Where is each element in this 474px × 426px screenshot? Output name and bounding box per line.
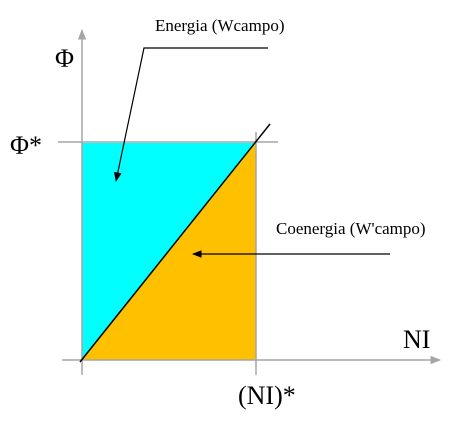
coenergy-label: Coenergia (W'campo)	[276, 219, 426, 238]
energy-label: Energia (Wcampo)	[155, 16, 284, 35]
x-axis-label: NI	[403, 325, 430, 354]
energy-pointer-arrow	[114, 47, 268, 182]
flux-star-label: Φ*	[10, 131, 42, 160]
ni-star-label: (NI)*	[238, 381, 296, 410]
y-axis-label: Φ	[55, 44, 74, 73]
characteristic-line	[79, 123, 271, 363]
